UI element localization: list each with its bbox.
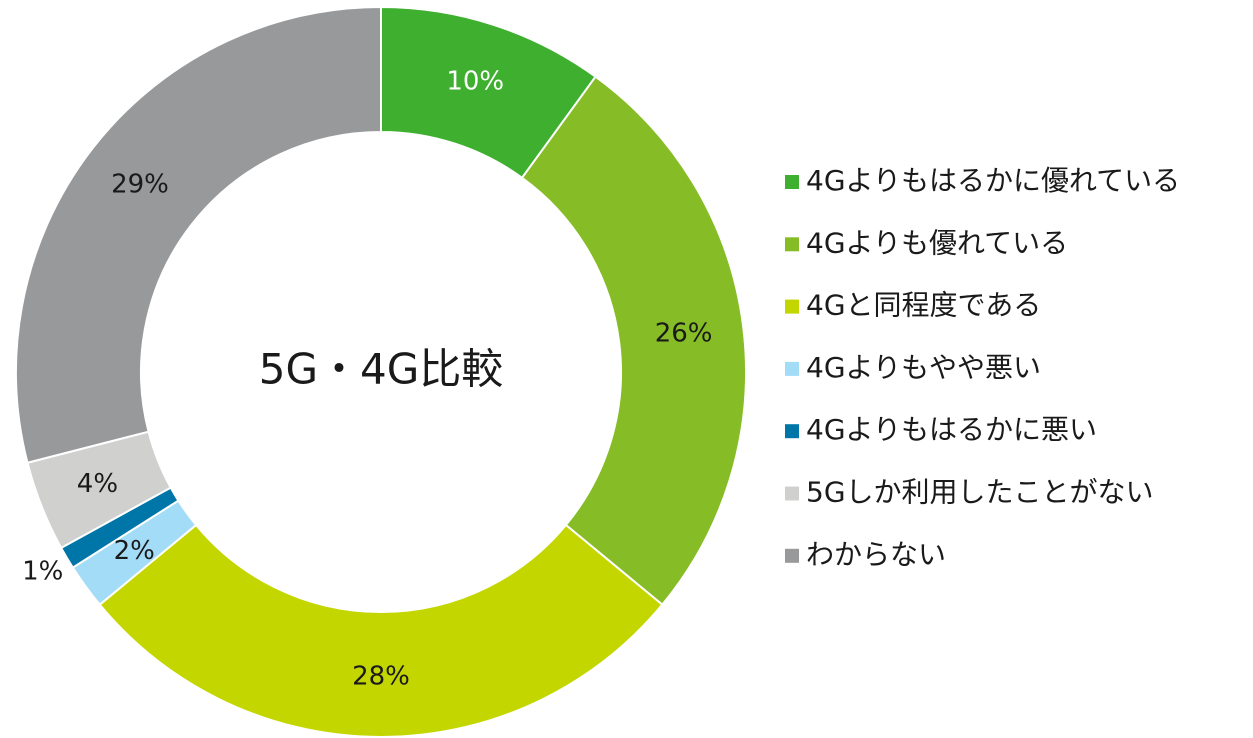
data-label: 29%: [111, 170, 169, 200]
legend-label: 4Gよりもはるかに悪い: [806, 413, 1097, 446]
data-label: 26%: [655, 318, 713, 348]
donut-slice: [98, 523, 664, 738]
legend-swatch: [785, 548, 799, 563]
data-label: 28%: [352, 662, 410, 692]
legend-swatch: [785, 175, 799, 189]
legend-swatch: [785, 237, 799, 252]
data-label: 1%: [22, 557, 63, 587]
chart-title: 5G・4G比較: [259, 345, 504, 394]
data-label: 2%: [114, 536, 155, 566]
legend-swatch: [785, 424, 799, 439]
legend-label: わからない: [806, 538, 946, 571]
donut-slice: [520, 75, 747, 607]
legend-label: 5Gしか利用したことがない: [806, 476, 1154, 509]
legend-label: 4Gよりも優れている: [806, 226, 1068, 259]
data-label: 10%: [446, 66, 504, 96]
legend-label: 4Gと同程度である: [806, 289, 1041, 322]
legend-label: 4Gよりもはるかに優れている: [806, 164, 1180, 197]
legend-swatch: [785, 486, 799, 501]
legend-label: 4Gよりもやや悪い: [806, 351, 1041, 384]
legend-swatch: [785, 299, 799, 314]
donut-slice: [15, 5, 382, 464]
data-label: 4%: [77, 469, 118, 499]
legend-swatch: [785, 361, 799, 376]
